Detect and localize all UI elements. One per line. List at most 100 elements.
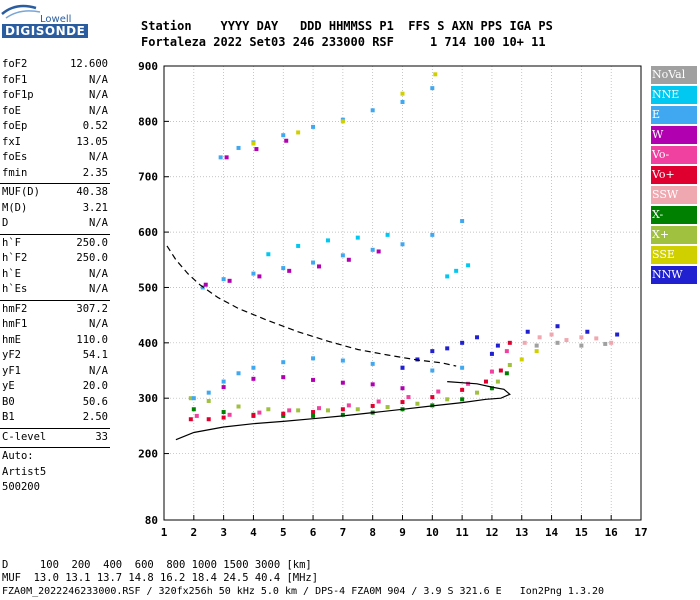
data-point-vo- — [504, 349, 509, 354]
data-point-nnw — [445, 346, 450, 351]
data-point-x- — [188, 396, 193, 401]
logo-digisonde-text: DIGISONDE — [2, 24, 89, 38]
data-point-vo- — [466, 381, 471, 386]
x-tick-label: 13 — [515, 526, 528, 539]
param-value: N/A — [89, 283, 108, 295]
y-tick-label: 200 — [138, 448, 158, 461]
data-point-ssw — [579, 335, 584, 340]
x-tick-label: 10 — [426, 526, 439, 539]
footer-muf-row: MUF 13.0 13.1 13.7 14.8 16.2 18.4 24.5 4… — [2, 572, 319, 584]
x-tick-label: 14 — [545, 526, 559, 539]
data-point-w — [287, 268, 292, 273]
param-label: yE — [2, 380, 15, 392]
data-point-nne — [385, 232, 390, 237]
data-point-nnw — [615, 332, 620, 337]
x-tick-label: 6 — [310, 526, 317, 539]
data-point-nnw — [525, 329, 530, 334]
data-point-ssw — [549, 332, 554, 337]
data-point-e — [460, 219, 465, 224]
data-point-w — [203, 282, 208, 287]
data-point-vo- — [221, 415, 226, 420]
data-point-vo- — [287, 408, 292, 413]
data-point-vo- — [507, 340, 512, 345]
data-point-vo- — [340, 407, 345, 412]
param-value: 3.21 — [82, 201, 108, 214]
header-labels: Station YYYY DAY DDD HHMMSS P1 FFS S AXN… — [141, 19, 553, 33]
data-point-nnw — [585, 329, 590, 334]
plot-frame — [163, 65, 642, 521]
data-point-nne — [445, 274, 450, 279]
data-point-e — [191, 396, 196, 401]
param-row: yE 20.0 — [0, 380, 112, 396]
data-point-sse — [534, 349, 539, 354]
data-point-vo- — [460, 387, 465, 392]
param-row: h`E N/A — [0, 268, 112, 284]
data-point-nne — [355, 235, 360, 240]
data-point-x- — [495, 379, 500, 384]
param-row: hmF1 N/A — [0, 318, 112, 334]
data-point-vo- — [194, 413, 199, 418]
data-point-w — [317, 264, 322, 269]
data-point-w — [340, 380, 345, 385]
data-point-vo- — [370, 403, 375, 408]
param-row: foF1 N/A — [0, 74, 112, 90]
data-point-vo- — [400, 400, 405, 405]
legend-item-nnw: NNW — [651, 266, 697, 284]
data-point-x- — [311, 413, 316, 418]
param-row: MUF(D) 40.38 — [0, 186, 112, 202]
y-tick-label: 800 — [138, 115, 158, 128]
data-point-w — [221, 385, 226, 390]
x-tick-label: 11 — [456, 526, 470, 539]
legend-item-vo-: Vo+ — [651, 166, 697, 184]
data-point-vo- — [251, 413, 256, 418]
data-point-nnw — [495, 343, 500, 348]
data-point-vo- — [489, 369, 494, 374]
data-point-w — [257, 274, 262, 279]
data-point-vo- — [498, 368, 503, 373]
data-point-e — [311, 124, 316, 129]
data-point-e — [430, 368, 435, 373]
param-label: MUF(D) — [2, 186, 40, 198]
legend-item-x-: X+ — [651, 226, 697, 244]
data-point-x- — [236, 404, 241, 409]
data-point-ssw — [522, 340, 527, 345]
param-row: h`F 250.0 — [0, 237, 112, 253]
data-point-e — [430, 232, 435, 237]
data-point-e — [370, 247, 375, 252]
param-label: h`E — [2, 267, 21, 280]
data-point-vo- — [206, 417, 211, 422]
data-point-sse — [519, 357, 524, 362]
param-value: 250.0 — [76, 236, 108, 249]
param-label: hmE — [2, 333, 21, 346]
autoscaling-info: Auto: — [2, 450, 34, 462]
data-point-x- — [385, 405, 390, 410]
data-point-e — [281, 266, 286, 271]
data-point-ssw — [564, 338, 569, 343]
param-label: M(D) — [2, 201, 28, 214]
param-divider — [0, 183, 110, 184]
data-point-sse — [340, 119, 345, 124]
y-tick-label: 600 — [138, 226, 158, 239]
data-point-e — [218, 155, 223, 160]
param-row: hmE 110.0 — [0, 334, 112, 350]
legend-item-ssw: SSW — [651, 186, 697, 204]
data-point-e — [236, 145, 241, 150]
data-point-noval — [534, 343, 539, 348]
data-point-x- — [445, 397, 450, 402]
param-row: yF1 N/A — [0, 365, 112, 381]
data-point-e — [251, 365, 256, 370]
data-point-e — [281, 360, 286, 365]
data-point-e — [460, 365, 465, 370]
param-row: B0 50.6 — [0, 396, 112, 412]
param-divider — [0, 427, 110, 429]
data-point-nne — [466, 263, 471, 268]
data-point-x- — [475, 390, 480, 395]
data-point-nnw — [475, 335, 480, 340]
data-point-noval — [555, 340, 560, 345]
data-point-e — [370, 108, 375, 113]
x-tick-label: 5 — [280, 526, 287, 539]
param-label: D — [2, 217, 9, 229]
param-value: 307.2 — [76, 302, 108, 315]
data-point-sse — [433, 72, 438, 77]
